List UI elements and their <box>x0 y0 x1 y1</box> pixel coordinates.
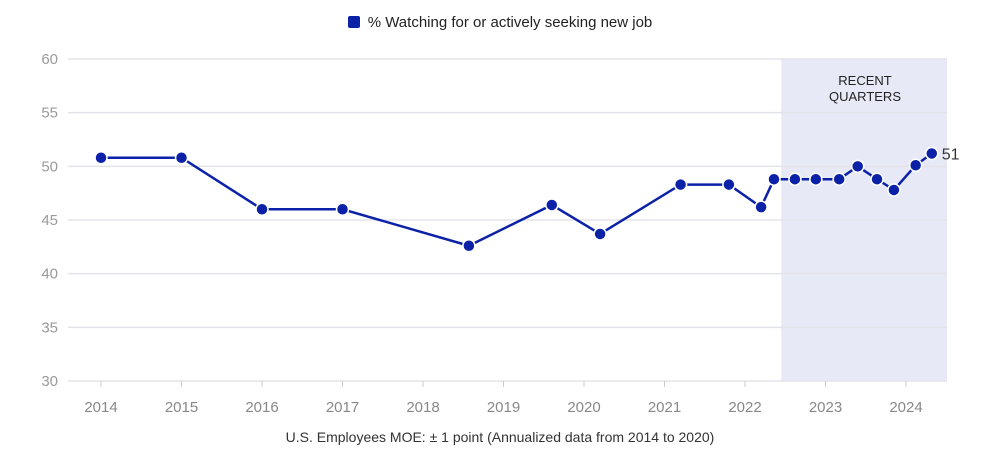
y-tick-label: 40 <box>41 266 58 283</box>
data-point <box>255 202 269 217</box>
x-tick-label: 2020 <box>567 399 600 416</box>
last-value-label: 51 <box>942 146 960 163</box>
x-tick-label: 2024 <box>889 399 922 416</box>
data-point <box>870 172 884 186</box>
data-point <box>174 150 189 165</box>
data-point <box>887 183 901 197</box>
x-tick-label: 2023 <box>809 399 842 416</box>
y-tick-label: 45 <box>41 212 58 229</box>
data-point <box>908 158 923 173</box>
shaded-label-line2: QUARTERS <box>829 89 901 104</box>
data-point <box>722 177 736 192</box>
data-point <box>809 172 823 186</box>
data-point <box>545 198 559 212</box>
x-tick-label: 2016 <box>245 399 278 416</box>
y-tick-label: 35 <box>41 319 58 336</box>
data-point <box>94 150 108 165</box>
x-tick-label: 2019 <box>487 399 520 416</box>
data-point <box>832 172 846 186</box>
data-point <box>754 200 768 214</box>
y-tick-label: 50 <box>41 158 58 175</box>
legend-label: % Watching for or actively seeking new j… <box>367 14 653 31</box>
x-tick-label: 2015 <box>165 399 198 416</box>
x-tick-label: 2014 <box>84 399 117 416</box>
data-point <box>850 159 865 174</box>
x-tick-label: 2017 <box>326 399 359 416</box>
y-tick-label: 55 <box>41 105 58 122</box>
data-point <box>767 172 781 186</box>
data-point <box>788 172 802 186</box>
legend: % Watching for or actively seeking new j… <box>0 14 1000 31</box>
data-point <box>335 202 350 217</box>
data-point <box>673 177 688 192</box>
y-tick-label: 60 <box>41 51 58 68</box>
x-tick-label: 2022 <box>728 399 761 416</box>
shaded-label-line1: RECENT <box>838 73 892 88</box>
data-point <box>925 146 939 161</box>
x-tick-label: 2018 <box>406 399 439 416</box>
legend-swatch <box>347 16 360 28</box>
x-tick-label: 2021 <box>648 399 681 416</box>
y-tick-label: 30 <box>41 373 58 390</box>
data-point <box>593 227 607 241</box>
data-point <box>462 239 476 253</box>
x-axis-caption: U.S. Employees MOE: ± 1 point (Annualize… <box>285 429 715 445</box>
